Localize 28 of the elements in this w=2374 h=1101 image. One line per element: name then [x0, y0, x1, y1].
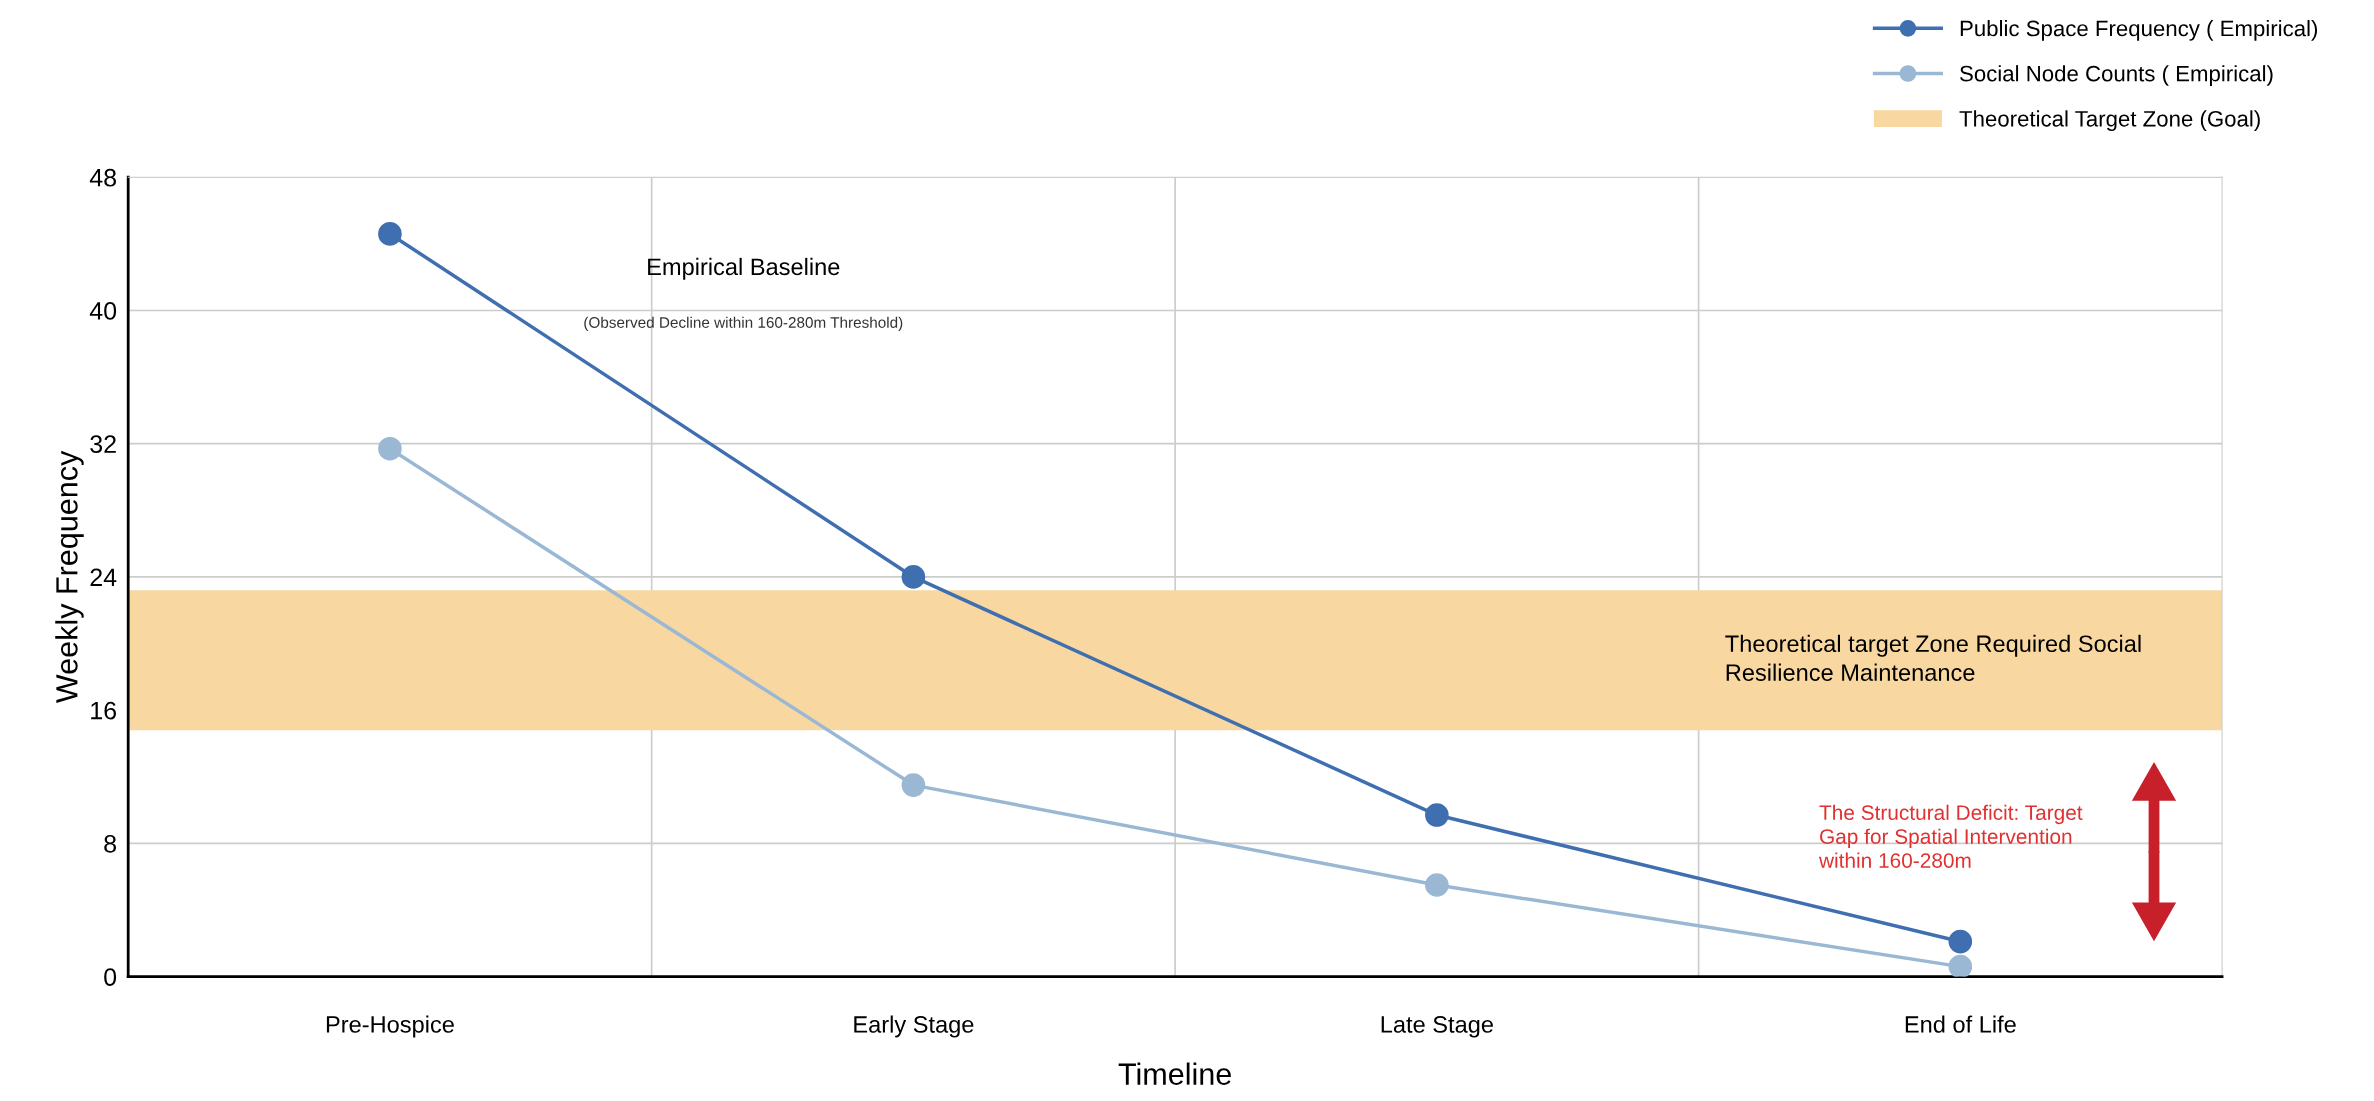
x-tick-label: Early Stage [854, 1015, 974, 1038]
point [1425, 803, 1449, 827]
annotation: Empirical Baseline [648, 257, 840, 280]
point [1948, 954, 1973, 977]
y-tick-label: 0 [104, 968, 117, 986]
y-tick-label: 8 [104, 834, 116, 853]
x-tick-label: Late Stage [1381, 1016, 1493, 1038]
x-tick-label: Pre-Hospice [326, 1015, 454, 1038]
point [1948, 929, 1973, 954]
legend-label: Social Node Counts ( Empirical) [1960, 65, 2273, 86]
y-tick-label: 32 [90, 435, 116, 454]
y-tick-label: 16 [91, 701, 116, 720]
annotation: The Structural Deficit: Target Gap for Spatial Intervention within 160-280m [1818, 804, 2083, 868]
point [378, 222, 402, 246]
x-tick-label: End of Life [1905, 1015, 2016, 1033]
point [901, 773, 926, 797]
y-tick-label: 40 [89, 302, 117, 320]
point [378, 436, 402, 461]
legend-label: Public Space Frequency ( Empirical) [1960, 20, 2318, 41]
y-axis-title: Weekly Frequency [55, 450, 84, 704]
y-tick-label: 24 [90, 568, 117, 586]
point [1425, 873, 1449, 897]
x-axis-title: Timeline [1118, 1062, 1231, 1085]
legend-label: Theoretical Target Zone (Goal) [1959, 110, 2260, 132]
y-tick-label: 48 [89, 168, 116, 187]
point [901, 565, 926, 589]
annotation: (Observed Decline within 160-280m Threshold) [584, 316, 903, 331]
annotation: Theoretical target Zone Required Social Resilience Maintenance [1725, 634, 2141, 681]
